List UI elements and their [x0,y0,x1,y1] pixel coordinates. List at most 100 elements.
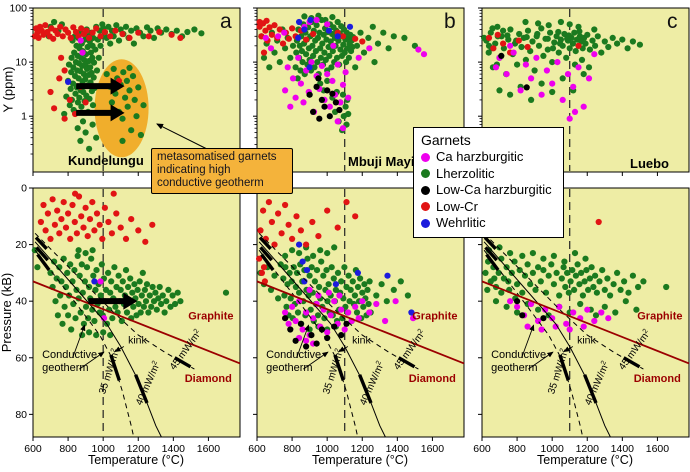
points-lherzolitic [482,244,670,319]
diamond-label: Diamond [409,373,456,385]
conductive-geotherm-arrow [303,351,329,370]
graphite-diamond-boundary [32,280,241,365]
geotherm-bold-segment [558,354,570,381]
x-axis-title-c: Temperature (°C) [537,453,633,467]
x-tick-label: 1600 [197,443,221,455]
geotherm-line-45 [258,232,419,370]
y-tick-label: 60 [15,352,27,364]
location-label-kundelungu: Kundelungu [68,153,144,168]
x-axis-title-b: Temperature (°C) [312,453,408,467]
conductive-geotherm-label: Conductive geotherm [491,349,546,374]
kink-arrow [338,346,349,352]
x-tick-label: 1600 [421,443,445,455]
points-ca-harzburgitic [97,278,108,322]
conductive-geotherm-arrow [521,324,535,358]
geotherm-bold-segment [397,356,416,369]
points-low-ca-harzburgitic [498,52,530,91]
geotherm-bold-segment [35,246,50,262]
points-low-ca-harzburgitic [514,298,547,322]
y-axis-title-top: Y (ppm) [0,66,16,113]
legend-item-ca-harzburgitic: Ca harzburgitic [421,149,557,166]
x-axis-title-a: Temperature (°C) [88,453,184,467]
geotherm-bold-segment [483,236,497,251]
bold-right-arrow [76,77,125,95]
points-low-cr [37,190,156,245]
green-dot-icon [421,169,430,179]
geotherm-bold-segment [484,246,499,262]
geotherm-line-45 [34,232,195,370]
x-tick-label: 1400 [386,443,410,455]
location-label-mbuji-mayi: Mbuji Mayi [348,154,415,169]
y-tick-label: 20 [15,239,27,251]
geotherm-bold-segment [34,236,48,251]
legend-title: Garnets [421,132,471,148]
x-tick-label: 800 [59,443,77,455]
x-tick-label: 1000 [540,443,564,455]
diamond-label: Diamond [634,373,681,385]
location-label-luebo: Luebo [630,156,669,171]
conductive-geotherm-label: Conductive geotherm [42,349,97,374]
legend-item-low-cr: Low-Cr [421,199,557,216]
panel-kundelungu-y: 1 10 100 [9,3,241,176]
y-tick-label: 80 [15,409,27,421]
annotation-arrow [156,123,208,150]
geotherm-bold-segment [583,374,598,404]
panel-letter-a: a [220,10,232,33]
x-tick-label: 1000 [91,443,115,455]
points-wehrlitic [65,78,72,85]
geotherm-bold-segment [173,356,192,369]
magenta-dot-icon [421,152,430,162]
graphite-label: Graphite [637,311,682,323]
conductive-geotherm-arrow [296,324,310,358]
bold-right-arrow [76,104,125,122]
geotherm-bold-segment [485,253,500,272]
y-tick-label: 0 [21,183,27,195]
geotherm-bold-segment [258,236,272,251]
geotherm-bold-segment [358,374,373,404]
blue-dot-icon [421,218,430,228]
metasomatism-annotation-box: metasomatised garnets indicating high co… [151,148,293,194]
legend-item-lherzolitic: Lherzolitic [421,166,557,183]
points-low-ca-harzburgitic [306,75,343,122]
x-tick-label: 800 [508,443,526,455]
x-tick-label: 600 [248,443,266,455]
points-wehrlitic [295,16,354,71]
points-lherzolitic [31,247,230,339]
points-low-ca-harzburgitic [282,315,350,350]
geotherm-bold-segment [109,354,121,381]
x-tick-label: 1000 [315,443,339,455]
geotherm-bold-segment [260,253,275,272]
kink-arrow [563,346,574,352]
points-low-cr [256,199,359,285]
conductive-geotherm-arrow [79,351,105,370]
x-tick-label: 1200 [576,443,600,455]
y-axis-title-bottom: Pressure (kB) [0,272,15,353]
points-wehrlitic [296,241,415,316]
points-wehrlitic [91,278,98,285]
bold-right-arrow [88,292,138,310]
graphite-label: Graphite [412,311,457,323]
conductive-geotherm-label: Conductive geotherm [266,349,321,374]
x-tick-label: 1400 [162,443,186,455]
legend-item-low-ca-harzburgitic: Low-Ca harzburgitic [421,182,557,199]
black-dot-icon [421,185,430,195]
graphite-diamond-boundary [481,280,690,365]
geotherm-bold-segment [333,354,345,381]
diamond-label: Diamond [185,373,232,385]
red-dot-icon [421,202,430,212]
x-tick-label: 600 [24,443,42,455]
kink-arrow [114,346,125,352]
geotherm-bold-segment [622,356,641,369]
x-tick-label: 600 [473,443,491,455]
conductive-geotherm-arrow [528,351,554,370]
x-tick-label: 1600 [646,443,670,455]
kink-label: kink [352,335,371,347]
y-tick-label: 10 [15,57,27,69]
y-tick-label: 1 [21,111,27,123]
graphite-diamond-boundary [256,280,465,365]
panel-letter-b: b [444,10,456,33]
